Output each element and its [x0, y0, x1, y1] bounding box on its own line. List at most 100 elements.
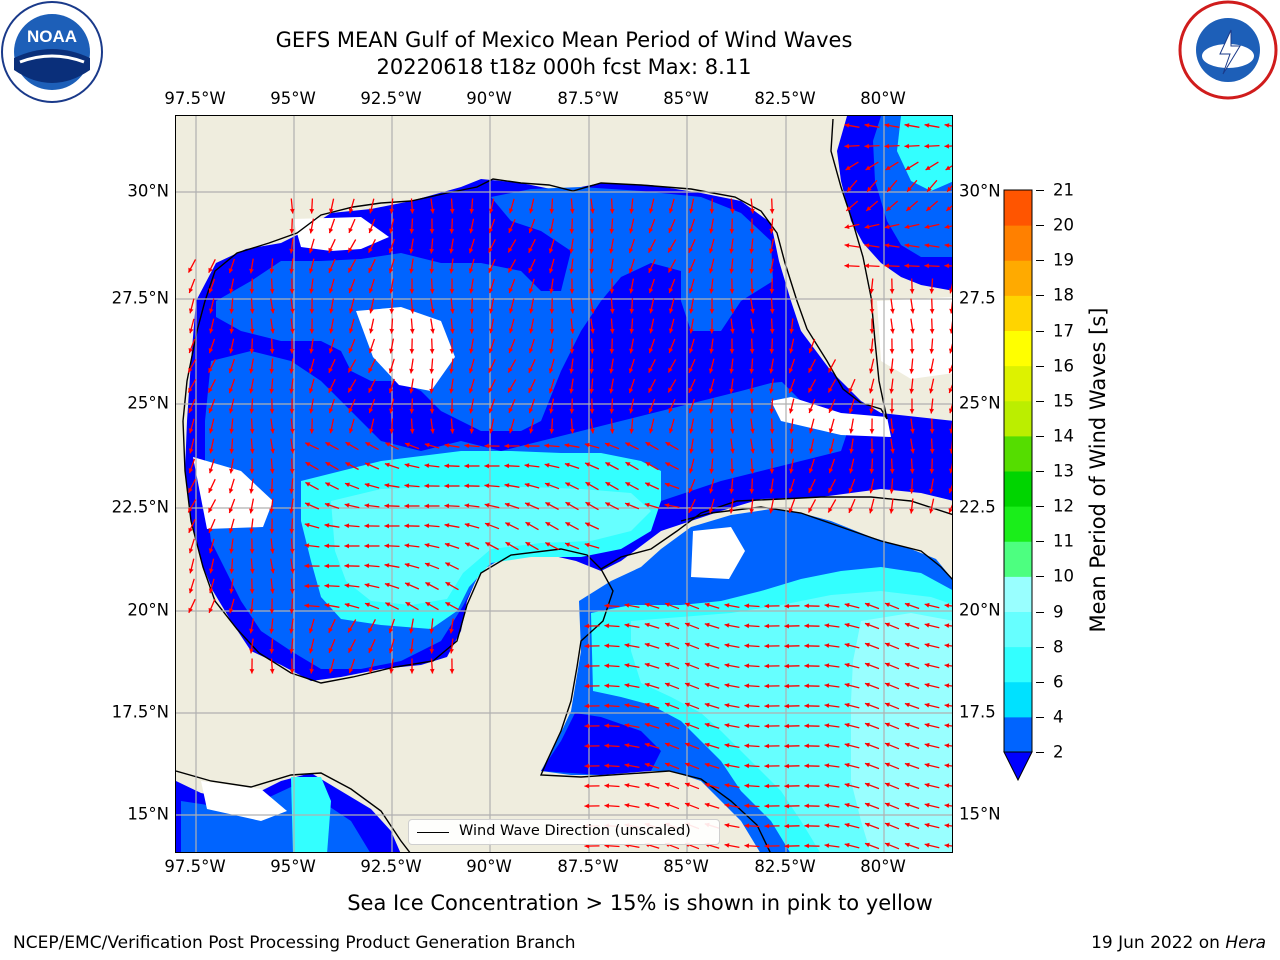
wind-wave-arrowhead	[569, 208, 575, 214]
wind-wave-arrowhead	[809, 448, 814, 454]
wind-wave-arrowhead	[709, 329, 715, 334]
lat-label: 25°N	[127, 393, 169, 413]
wind-wave-arrowhead	[289, 488, 295, 494]
wind-wave-arrowhead	[449, 428, 455, 434]
wind-wave-arrowhead	[788, 508, 794, 513]
wind-wave-arrowhead	[384, 503, 389, 509]
wind-wave-arrowhead	[808, 367, 813, 373]
wind-wave-arrowhead	[844, 123, 850, 128]
wind-wave-arrowhead	[944, 143, 949, 149]
wind-wave-arrowhead	[465, 542, 471, 547]
wind-wave-arrowhead	[925, 165, 931, 170]
pacific-coastline	[176, 770, 411, 852]
wind-wave-arrowhead	[730, 328, 735, 334]
wind-wave-arrowhead	[808, 507, 813, 513]
wind-wave-arrowhead	[648, 367, 653, 373]
wind-wave-arrowhead	[269, 409, 275, 414]
wind-wave-arrowhead	[508, 387, 513, 393]
wind-wave-arrowhead	[804, 743, 809, 749]
wind-wave-arrowhead	[208, 367, 213, 373]
wind-wave-arrowhead	[929, 449, 935, 454]
wind-wave-arrowhead	[688, 468, 694, 474]
wind-wave-arrowhead	[368, 288, 374, 294]
wind-wave-arrowhead	[409, 328, 415, 334]
legend-line-swatch	[417, 832, 449, 833]
wind-wave-arrowhead	[788, 488, 794, 494]
wind-wave-arrowhead	[469, 208, 475, 214]
wind-wave-arrowhead	[404, 543, 410, 548]
wind-wave-arrowhead	[944, 243, 950, 248]
wind-wave-arrowhead	[365, 602, 370, 608]
wind-wave-arrowhead	[668, 308, 674, 314]
wind-wave-arrowhead	[228, 388, 234, 394]
wind-wave-arrowhead	[389, 309, 395, 314]
wind-wave-arrowhead	[685, 702, 690, 708]
wind-wave-arrowhead	[824, 823, 830, 828]
wind-wave-arrowhead	[724, 603, 730, 608]
wind-wave-arrowhead	[749, 468, 755, 474]
colorbar-tick-mark	[1036, 716, 1044, 718]
wind-wave-arrowhead	[709, 228, 714, 234]
colorbar-tick-label: 21	[1053, 180, 1074, 200]
wind-wave-arrowhead	[289, 289, 295, 294]
wind-wave-arrowhead	[828, 367, 833, 373]
wind-wave-arrowhead	[708, 388, 714, 394]
wind-wave-arrowhead	[648, 208, 654, 214]
wind-wave-arrowhead	[865, 762, 870, 768]
wind-wave-arrowhead	[569, 388, 574, 394]
wind-wave-arrowhead	[689, 308, 694, 314]
wind-wave-arrowhead	[528, 348, 534, 354]
wind-wave-arrowhead	[824, 783, 830, 788]
wind-wave-arrowhead	[944, 803, 950, 808]
wind-wave-arrowhead	[188, 308, 194, 314]
wind-wave-arrowhead	[904, 782, 910, 788]
wind-wave-arrowhead	[289, 349, 295, 354]
colorbar-tick-label: 13	[1053, 461, 1074, 481]
wind-wave-arrows	[187, 123, 952, 850]
wind-wave-arrowhead	[208, 487, 213, 493]
wind-wave-arrowhead	[624, 783, 630, 788]
wind-wave-arrowhead	[824, 683, 830, 688]
wind-wave-arrowhead	[665, 602, 670, 608]
colorbar-tick-label: 14	[1053, 426, 1074, 446]
wind-wave-arrowhead	[864, 243, 870, 248]
colorbar-tick-label: 10	[1053, 566, 1074, 586]
wind-wave-arrowhead	[368, 647, 373, 653]
lat-label: 17.5°N	[111, 702, 169, 722]
wind-wave-arrowhead	[549, 228, 554, 234]
wind-wave-arrowhead	[348, 627, 353, 633]
wind-wave-arrowhead	[308, 248, 314, 254]
colorbar-tick-mark	[1036, 435, 1044, 437]
wind-wave-arrowhead	[688, 267, 693, 273]
wind-wave-arrowhead	[468, 248, 474, 254]
lon-label: 82.5°W	[754, 857, 816, 876]
wind-wave-arrowhead	[749, 349, 755, 354]
colorbar-tick-mark	[1036, 400, 1044, 402]
wind-wave-arrowhead	[384, 523, 389, 529]
wind-wave-arrowhead	[709, 468, 715, 474]
wind-wave-arrowhead	[904, 143, 909, 149]
wind-wave-arrowhead	[849, 448, 854, 454]
wind-wave-arrowhead	[744, 823, 750, 829]
wind-wave-arrowhead	[824, 703, 830, 708]
wind-wave-arrowhead	[664, 482, 670, 488]
wind-wave-arrowhead	[368, 247, 373, 253]
wind-wave-arrowhead	[708, 268, 714, 274]
colorbar-tick-mark	[1036, 471, 1044, 472]
wind-wave-arrowhead	[649, 328, 654, 334]
wind-wave-arrowhead	[764, 603, 769, 609]
footer-credit: NCEP/EMC/Verification Post Processing Pr…	[13, 933, 576, 953]
wind-wave-arrowhead	[804, 643, 809, 649]
wind-wave-arrowhead	[749, 289, 755, 294]
wind-wave-arrowhead	[609, 209, 615, 214]
wind-wave-arrowhead	[449, 669, 455, 674]
wind-wave-arrowhead	[489, 208, 494, 214]
wind-wave-arrowhead	[309, 429, 315, 434]
wind-wave-arrowhead	[944, 623, 950, 628]
wind-wave-arrowhead	[524, 443, 529, 449]
wind-wave-arrowhead	[769, 209, 775, 214]
wind-wave-arrowhead	[229, 448, 235, 454]
wind-wave-arrowhead	[749, 409, 755, 414]
wind-wave-arrowhead	[508, 428, 514, 434]
wind-wave-arrowhead	[589, 388, 595, 394]
